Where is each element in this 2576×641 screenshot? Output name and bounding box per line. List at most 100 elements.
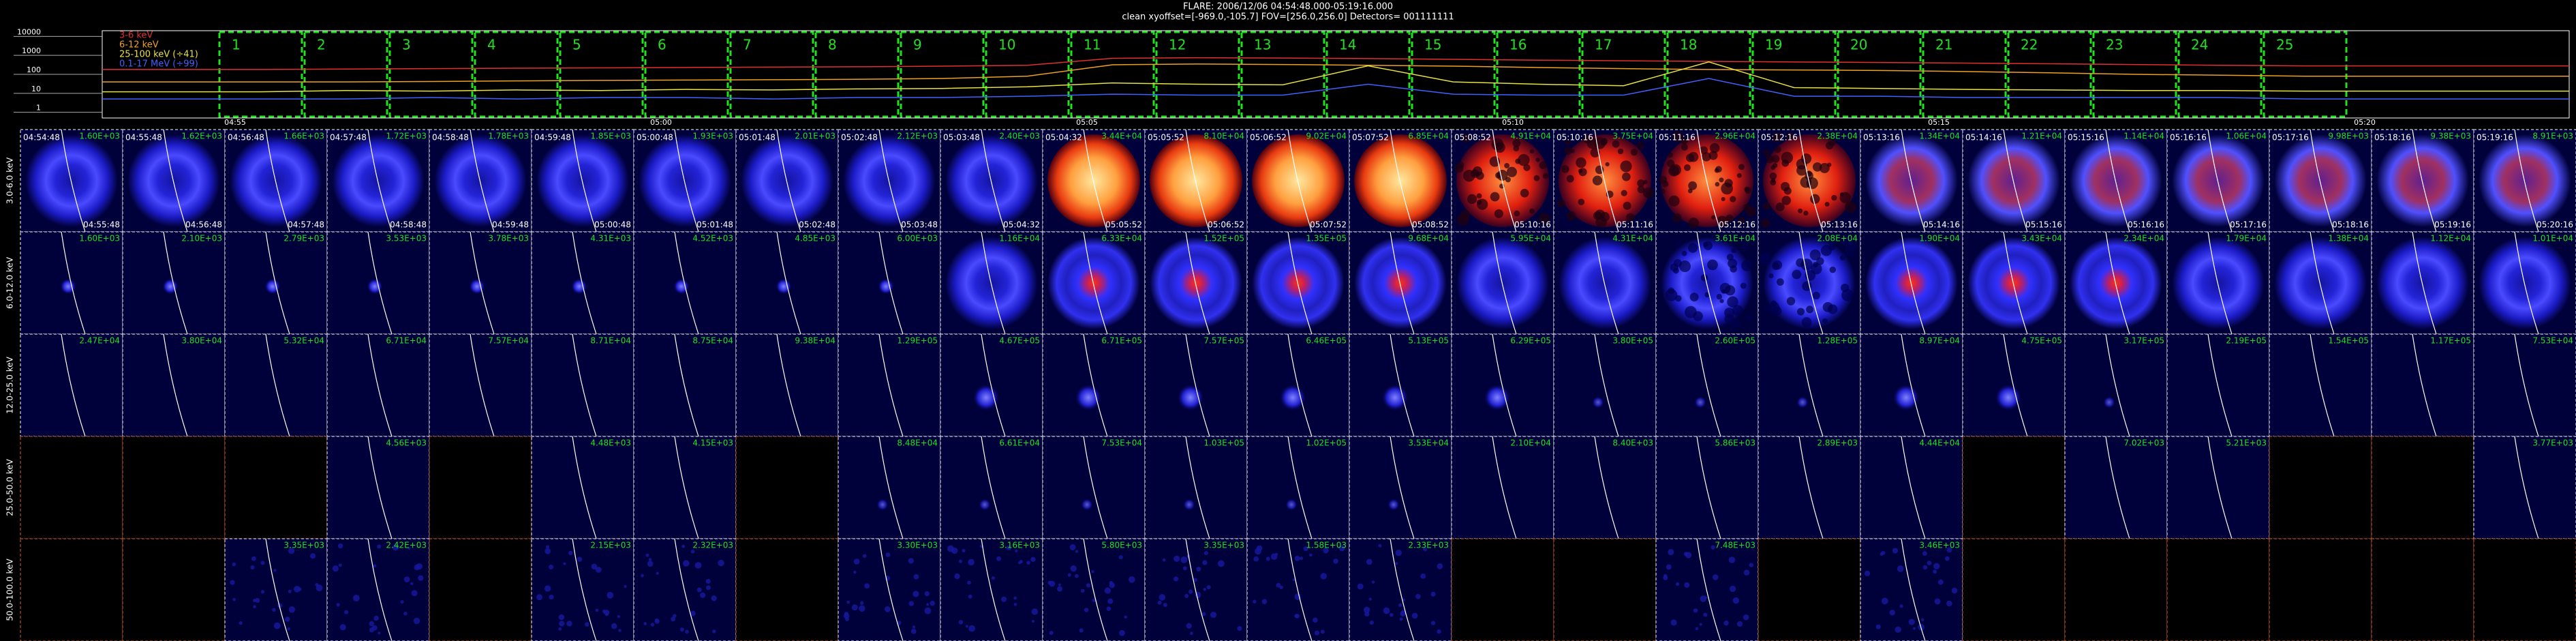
speckle [1566,211,1576,221]
interval-box [218,31,303,118]
noise [1897,565,1904,572]
peak-label: 3.78E+03 [488,234,529,243]
peak-label: 3.35E+03 [283,541,324,550]
speckle [1630,149,1638,156]
noise [1079,628,1084,633]
y-tick-label: 100 [27,65,41,74]
noise [403,612,408,616]
speckle [1737,216,1745,224]
noise [284,616,290,622]
limb [674,436,699,539]
end-time: 04:57:48 [288,220,324,230]
speckle [1816,257,1824,265]
speckle [1689,293,1699,302]
speckle [1719,177,1724,183]
noise [344,610,349,614]
interval-number: 10 [998,37,1015,53]
speckle [1529,149,1535,154]
peak-label: 6.85E+04 [1408,132,1449,141]
limb [1287,333,1313,437]
limb [367,231,393,335]
noise [700,592,706,598]
noise [400,600,404,604]
end-time: 05:20:16 [2536,220,2573,230]
speckle [1843,250,1850,256]
limb [2207,231,2233,335]
time-label: 04:55 [224,118,246,127]
noise [1411,612,1418,619]
noise [1913,627,1916,630]
end-time: 05:19:16 [2434,220,2471,230]
legend-entry: 25-100 keV (÷41) [119,50,198,60]
limb [2514,231,2539,335]
noise [563,562,566,565]
noise [1668,549,1674,556]
end-time: 05:04:32 [1003,220,1040,230]
noise [908,601,914,606]
image-cell [735,333,839,437]
limb [1083,436,1108,539]
interval-number: 21 [1935,37,1952,53]
y-tick-label: 1000 [22,46,41,55]
peak-label: 6.29E+05 [1510,336,1551,346]
limb [2105,436,2130,539]
noise [1693,608,1698,613]
noise [338,563,342,567]
noise [718,559,724,567]
speckle [1769,172,1777,180]
peak-label: 7.53E+04 [2532,336,2573,346]
limb [1798,333,1824,437]
noise [549,594,554,600]
speckle [1512,138,1521,147]
limb [1287,538,1313,641]
noise [859,605,865,612]
peak-label: 3.16E+03 [999,541,1040,550]
start-time: 05:16:16 [2170,133,2207,143]
interval-box [1325,31,1411,118]
legend-entry: 3-6 keV [119,31,153,41]
noise [1663,575,1668,580]
noise [544,585,551,592]
image-cell [429,538,532,641]
noise [260,561,265,565]
legend-entry: 0.1-17 MeV (÷99) [119,59,198,70]
band-label: 50.0-100.0 keV [5,558,15,621]
noise [411,590,418,597]
noise [1026,561,1030,565]
image-source [2172,237,2265,329]
start-time: 04:55:48 [125,133,162,143]
speckle [1636,142,1644,150]
speckle [1693,311,1703,322]
end-time: 05:16:16 [2128,220,2164,230]
peak-label: 2.89E+03 [1817,438,1858,448]
noise [408,546,411,550]
interval-box [2177,31,2263,118]
peak-label: 2.12E+03 [897,132,938,141]
limb [61,129,86,233]
interval-number: 17 [1595,37,1612,53]
interval-number: 3 [402,37,411,53]
peak-label: 1.03E+05 [1203,438,1244,448]
peak-label: 1.85E+03 [590,132,631,141]
image-source [673,278,690,295]
speckle [1704,292,1711,298]
image-source [945,237,1038,329]
noise [1364,611,1370,617]
peak-label: 2.19E+05 [2226,336,2267,346]
noise [1217,560,1225,567]
interval-box [985,31,1070,118]
speckle [1672,213,1682,223]
noise [1303,546,1308,552]
peak-label: 1.58E+03 [1306,541,1347,550]
noise [1743,569,1750,576]
peak-label: 4.48E+03 [590,438,631,448]
noise [967,580,971,585]
speckle [1839,255,1845,261]
time-label: 05:10 [1502,118,1524,127]
noise [1261,599,1268,604]
interval-box [1155,31,1240,118]
noise [1070,565,1077,572]
time-label: 05:00 [650,118,672,127]
limb [1185,231,1210,335]
limb [265,129,290,233]
